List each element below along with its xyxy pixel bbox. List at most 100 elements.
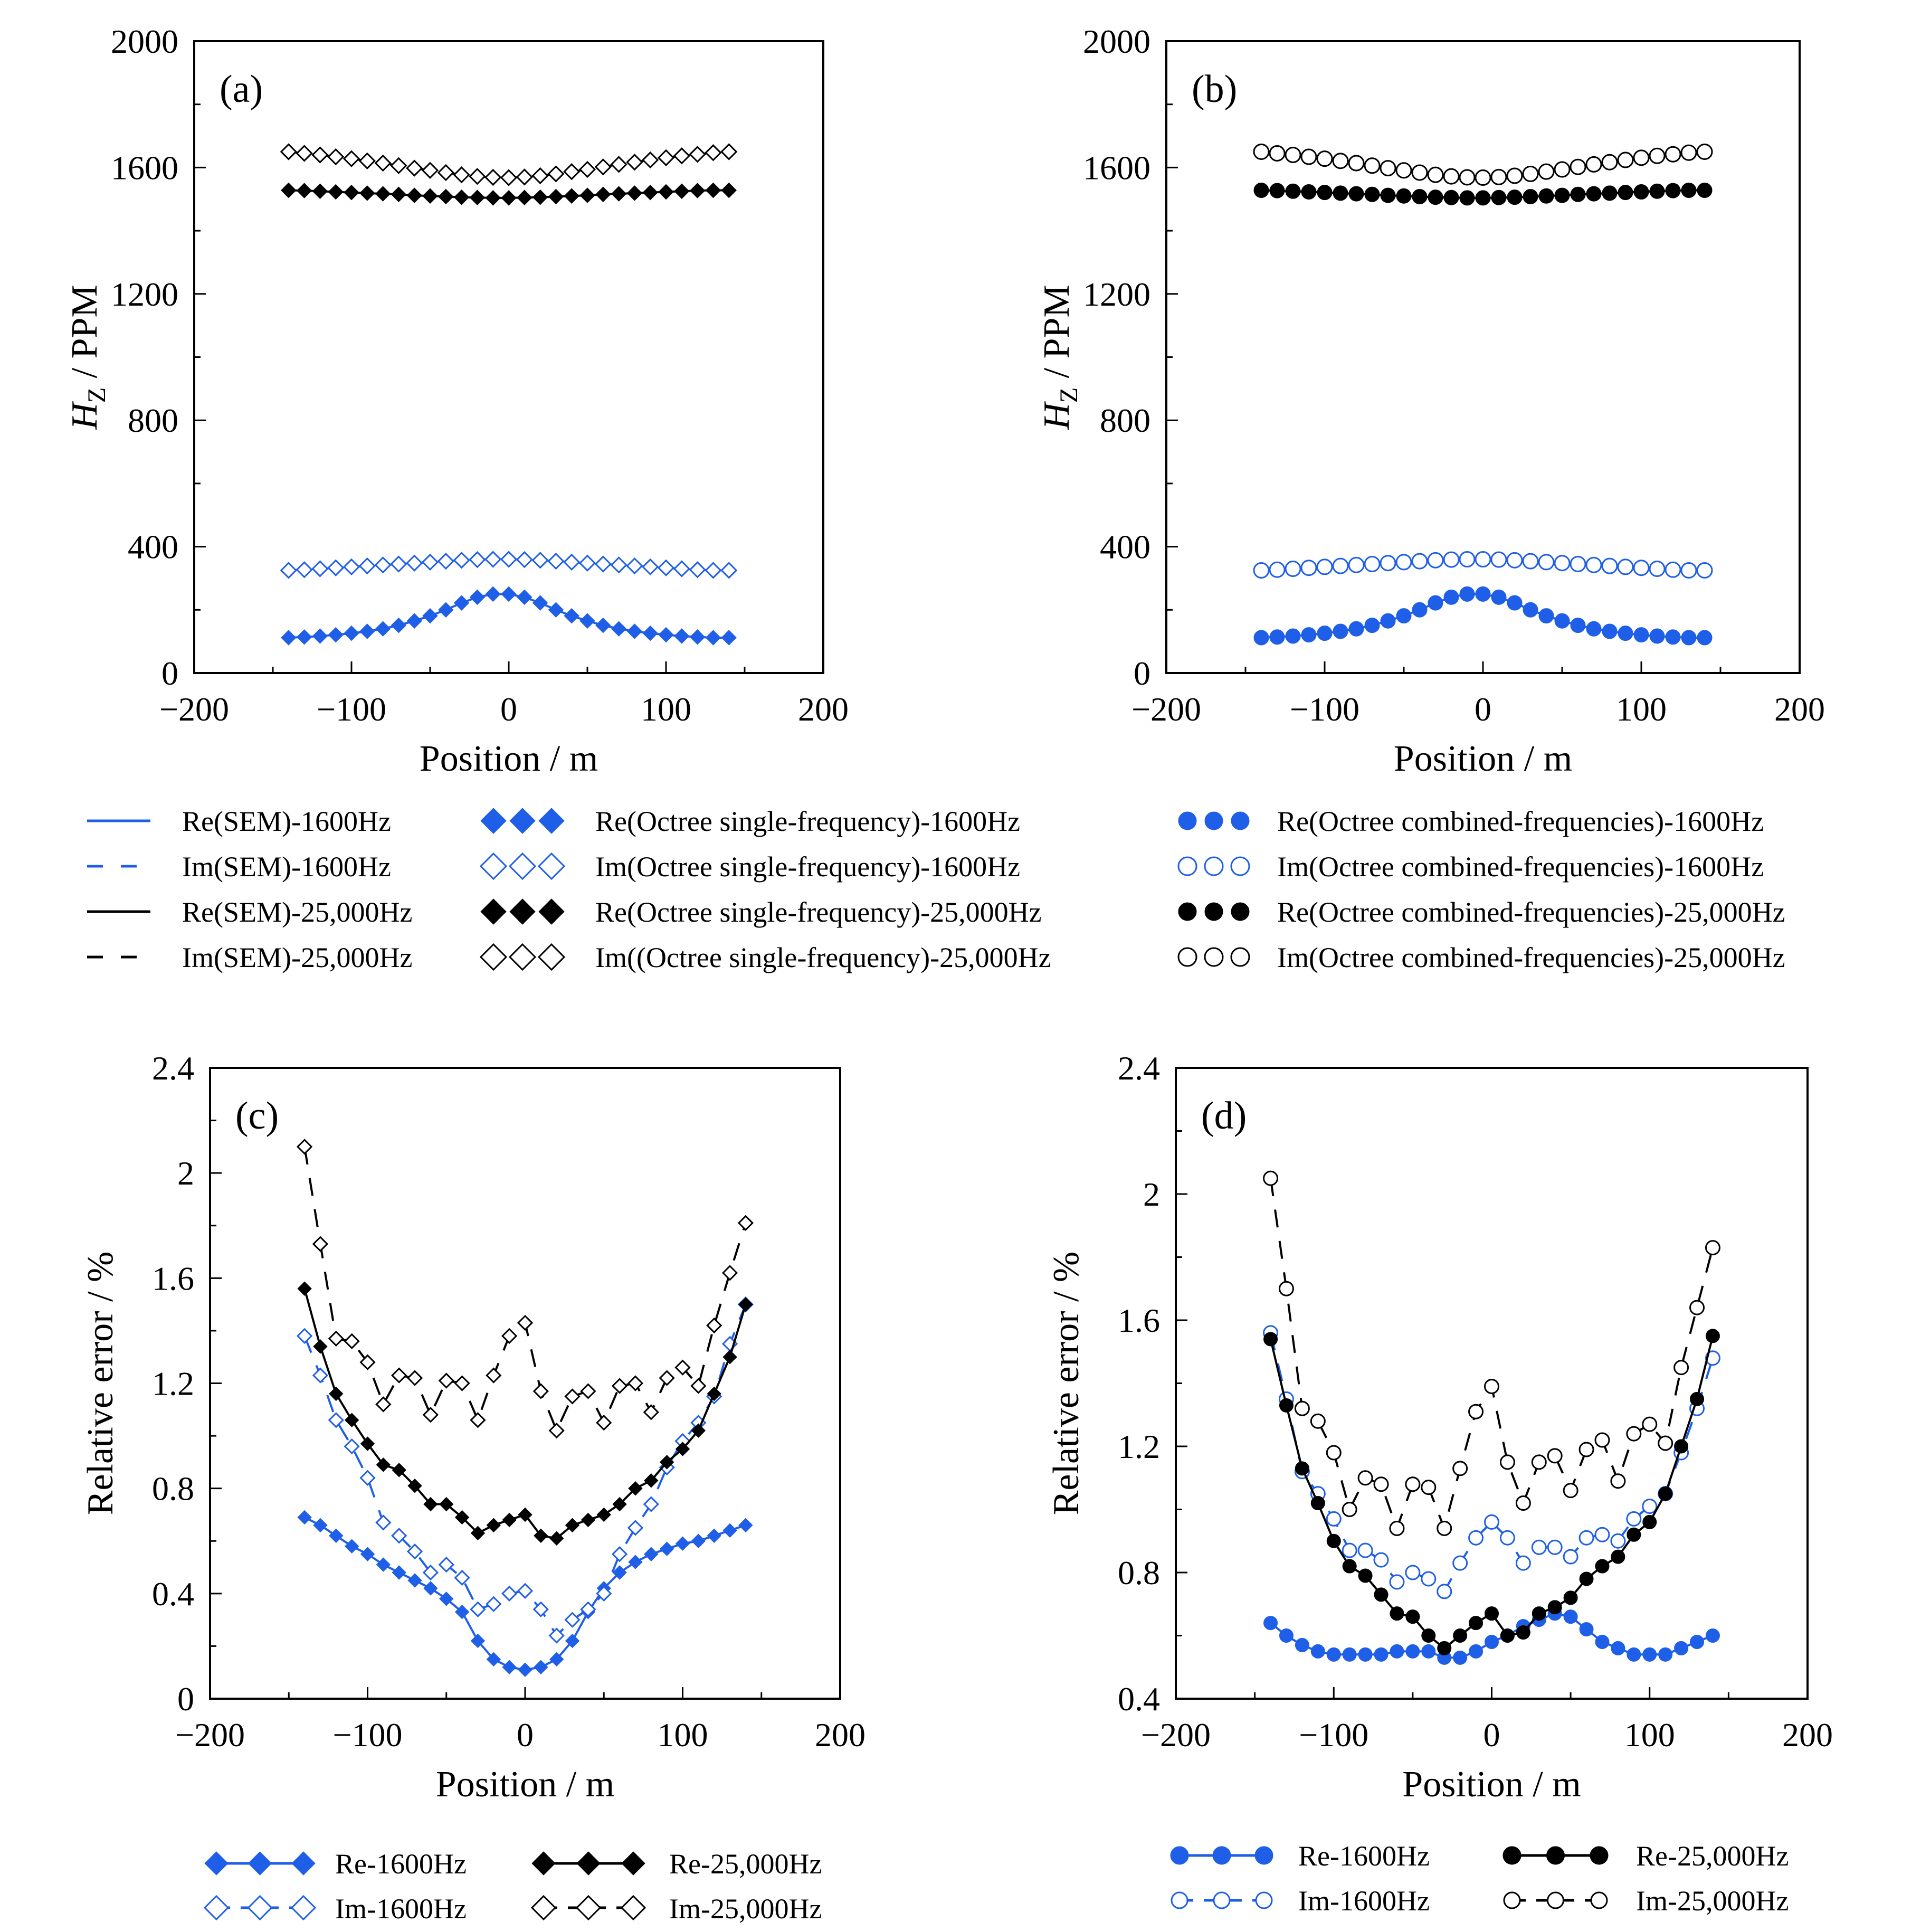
- data-point: [737, 1215, 754, 1231]
- data-point: [390, 157, 407, 174]
- data-point: [469, 551, 486, 569]
- data-point: [312, 1367, 329, 1384]
- legend-diamond-icon: [509, 898, 536, 925]
- data-point: [1342, 1502, 1357, 1517]
- data-point: [659, 1455, 674, 1470]
- y-axis-label: HZ / PPM: [64, 285, 111, 430]
- data-point: [517, 1583, 534, 1599]
- legend-circle-icon: [1212, 1846, 1231, 1865]
- data-point: [1649, 147, 1666, 164]
- data-point: [1681, 630, 1697, 646]
- legend-d-label-re-1600: Re-1600Hz: [1298, 1840, 1430, 1872]
- data-point: [1554, 161, 1571, 178]
- legend-diamond-icon: [531, 1851, 556, 1876]
- data-point: [1373, 1476, 1389, 1492]
- series-im-25-000hz: [1253, 143, 1713, 186]
- data-point: [1515, 1495, 1531, 1511]
- x-tick-label: 0: [500, 690, 517, 728]
- data-point: [1610, 1473, 1626, 1489]
- data-point: [1317, 185, 1333, 201]
- data-point: [1332, 153, 1349, 169]
- y-tick-label: 0.8: [152, 1470, 194, 1508]
- data-point: [437, 553, 454, 570]
- data-point: [328, 627, 344, 643]
- data-point: [470, 1601, 486, 1617]
- data-point: [422, 1407, 439, 1423]
- data-point: [296, 629, 312, 645]
- legend-circle-icon: [1502, 1846, 1521, 1865]
- data-point: [1279, 1398, 1294, 1413]
- data-point: [421, 162, 439, 179]
- data-point: [722, 1350, 737, 1365]
- data-point: [297, 1281, 312, 1296]
- data-point: [1500, 1628, 1515, 1643]
- data-point: [690, 1378, 707, 1394]
- data-point: [1554, 613, 1570, 629]
- legend-circle-icon: [1204, 811, 1223, 830]
- legend-label: Re(Octree combined-frequencies)-25,000Hz: [1277, 896, 1785, 928]
- legend-circle-icon: [1230, 856, 1250, 876]
- legend-diamond-icon: [620, 1895, 646, 1921]
- legend-label: Re(Octree single-frequency)-1600Hz: [595, 806, 1020, 837]
- legend-circle-icon: [1255, 1891, 1273, 1909]
- x-tick-label: 200: [798, 690, 849, 728]
- data-point: [437, 164, 454, 182]
- data-point: [312, 1236, 329, 1252]
- data-point: [517, 1314, 534, 1331]
- data-point: [1364, 618, 1380, 633]
- data-point: [1585, 156, 1602, 173]
- data-point: [1459, 190, 1475, 206]
- data-point: [1453, 1650, 1468, 1665]
- data-point: [1364, 157, 1381, 174]
- data-point: [674, 1359, 691, 1376]
- data-point: [1269, 629, 1285, 645]
- data-point: [549, 1531, 564, 1546]
- panel-label: (d): [1201, 1094, 1247, 1138]
- data-point: [1594, 1527, 1610, 1542]
- data-point: [1342, 1559, 1357, 1574]
- data-point: [374, 556, 392, 574]
- data-point: [1705, 1240, 1720, 1256]
- data-point: [1570, 618, 1586, 633]
- legend-label: Re(SEM)-1600Hz: [182, 806, 391, 837]
- data-point: [1326, 1533, 1341, 1548]
- data-point: [406, 187, 422, 203]
- legend-label: Im(Octree single-frequency)-1600Hz: [595, 851, 1020, 883]
- data-point: [1484, 1378, 1499, 1394]
- data-point: [1310, 1644, 1325, 1659]
- data-point: [705, 144, 722, 162]
- legend-circle-icon: [1204, 902, 1223, 921]
- data-point: [1601, 557, 1618, 574]
- data-point: [1285, 628, 1301, 644]
- data-point: [1389, 1520, 1405, 1536]
- series-re-1600hz: [1253, 586, 1713, 646]
- data-point: [706, 1317, 722, 1334]
- data-point: [1538, 554, 1555, 571]
- legend-circle-icon: [1178, 902, 1197, 921]
- data-point: [1658, 1647, 1673, 1662]
- y-tick-label: 2.4: [1118, 1049, 1160, 1087]
- data-point: [1705, 1350, 1720, 1366]
- data-point: [1421, 1628, 1436, 1643]
- data-point: [547, 553, 565, 570]
- data-point: [674, 628, 690, 644]
- chart-panel-d: −200 −100 0 100 200 0.4 0.8 1.2 1.6 2 2.4 Position …: [1046, 1049, 1833, 1805]
- data-point: [484, 551, 502, 568]
- y-tick-label: 1.6: [152, 1259, 194, 1297]
- data-point: [438, 188, 454, 205]
- data-point: [1680, 562, 1697, 579]
- data-point: [344, 1539, 359, 1554]
- data-point: [517, 589, 532, 605]
- data-point: [313, 1518, 328, 1533]
- data-point: [1586, 186, 1602, 202]
- y-axis-label-sub: Z: [83, 387, 111, 403]
- data-point: [1428, 190, 1443, 205]
- data-point: [1570, 186, 1586, 202]
- data-point: [1523, 188, 1538, 204]
- data-point: [658, 184, 674, 200]
- data-point: [564, 1612, 581, 1628]
- data-point: [1579, 1622, 1594, 1637]
- data-point: [469, 168, 486, 185]
- data-point: [1437, 1520, 1452, 1536]
